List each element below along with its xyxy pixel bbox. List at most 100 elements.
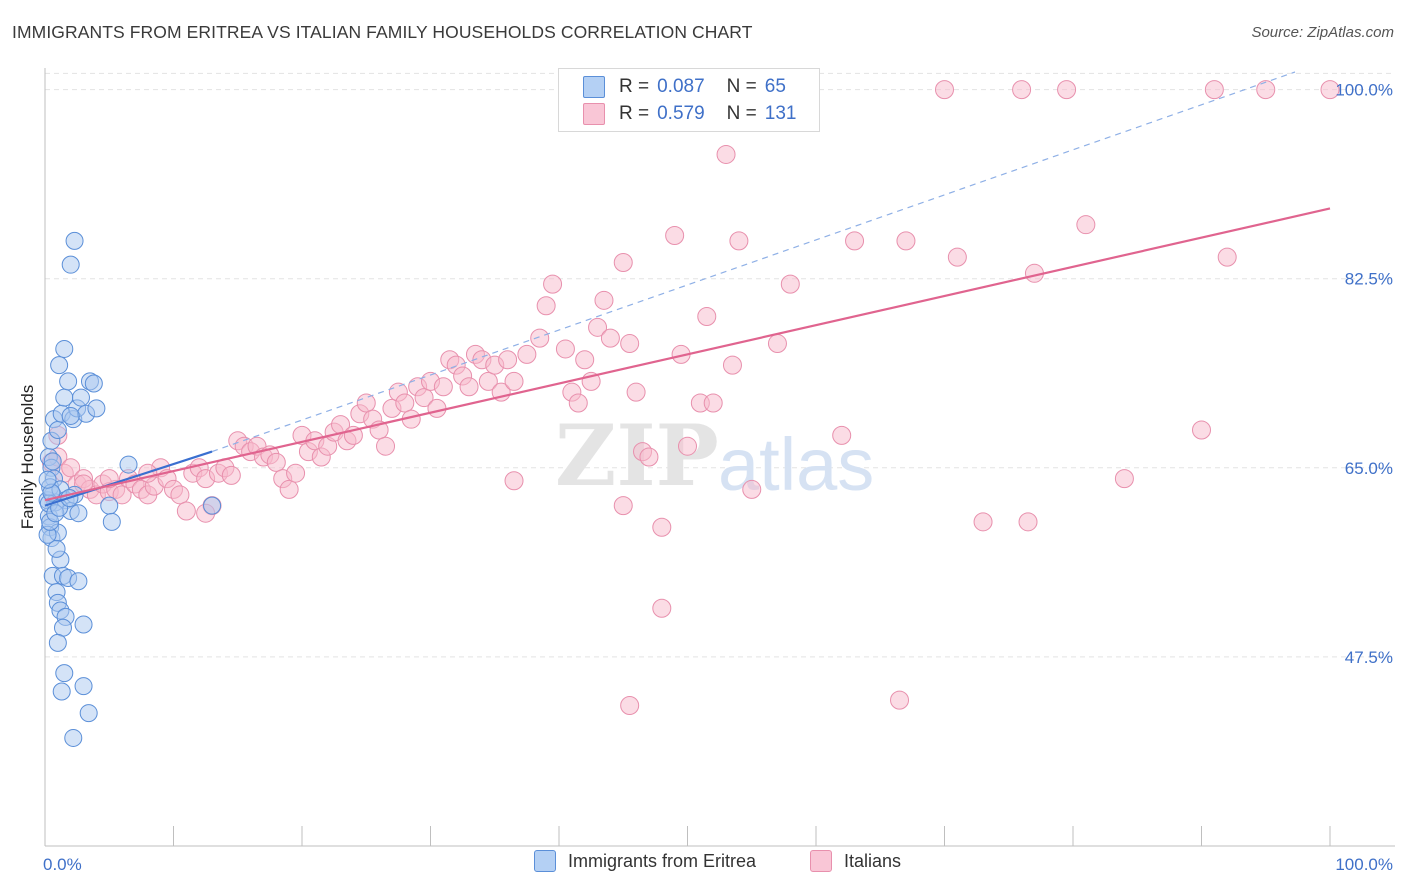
italians-point bbox=[266, 452, 286, 472]
italians-point bbox=[221, 465, 241, 485]
italians-point bbox=[170, 485, 190, 505]
italians-point bbox=[594, 290, 614, 310]
eritrea-point bbox=[55, 339, 74, 358]
y-tick-label: 100.0% bbox=[1335, 81, 1393, 100]
italians-point bbox=[703, 393, 723, 413]
italians-point bbox=[395, 393, 415, 413]
legend-n-value: 65 bbox=[764, 76, 786, 97]
italians-point bbox=[1012, 80, 1032, 100]
legend-row-eritrea: R = 0.087 N = 65 bbox=[583, 74, 786, 100]
italians-point bbox=[279, 479, 299, 499]
eritrea-point bbox=[38, 470, 57, 489]
legend-label-italians: Italians bbox=[844, 850, 902, 871]
italians-point bbox=[639, 447, 659, 467]
legend-r-value: 0.579 bbox=[657, 103, 705, 124]
italians-point bbox=[536, 296, 556, 316]
italians-point bbox=[504, 371, 524, 391]
eritrea-point bbox=[71, 388, 90, 407]
trend-lines bbox=[44, 71, 1331, 507]
italians-point bbox=[665, 225, 685, 245]
italians-point bbox=[678, 436, 697, 456]
eritrea-point bbox=[64, 728, 83, 747]
legend-r-label: R = bbox=[619, 76, 650, 97]
eritrea-point bbox=[87, 399, 106, 418]
italians-point bbox=[504, 471, 524, 491]
tick-labels: 47.5% 65.0% 82.5% 100.0% 0.0% 100.0% bbox=[43, 81, 1393, 874]
y-tick-label: 82.5% bbox=[1345, 270, 1393, 289]
legend-r-label: R = bbox=[619, 103, 650, 124]
italians-point bbox=[498, 350, 518, 370]
x-tick-label: 0.0% bbox=[43, 855, 82, 874]
eritrea-point bbox=[59, 372, 78, 391]
eritrea-point bbox=[119, 455, 138, 474]
legend-label-eritrea: Immigrants from Eritrea bbox=[568, 850, 757, 871]
eritrea-point bbox=[203, 496, 222, 515]
italians-point bbox=[716, 144, 736, 164]
italians-point bbox=[620, 696, 640, 716]
legend-item-eritrea[interactable]: Immigrants from Eritrea bbox=[534, 850, 756, 872]
italians-point bbox=[1076, 215, 1096, 235]
italians-point bbox=[1192, 420, 1211, 440]
italians-point bbox=[1256, 80, 1276, 100]
italians-point bbox=[1217, 247, 1237, 267]
eritrea-point bbox=[55, 664, 74, 683]
italians-point bbox=[742, 479, 762, 499]
italians-point bbox=[600, 328, 620, 348]
italians-point bbox=[767, 334, 787, 354]
italians-point bbox=[1114, 469, 1134, 489]
eritrea-point bbox=[74, 677, 93, 696]
italians-point bbox=[433, 377, 453, 397]
y-axis-label: Family Households bbox=[18, 384, 37, 530]
legend-swatch-blue bbox=[534, 850, 556, 872]
italians-point bbox=[780, 274, 800, 294]
italians-point bbox=[697, 307, 717, 327]
watermark: ZIP atlas bbox=[555, 406, 874, 506]
legend-swatch-pink bbox=[810, 850, 832, 872]
italians-point bbox=[845, 231, 865, 251]
italians-point bbox=[356, 393, 376, 413]
stats-legend: R = 0.087 N = 65 R = 0.579 N = 131 bbox=[558, 68, 820, 132]
italians-point bbox=[555, 339, 575, 359]
italians-point bbox=[530, 328, 550, 348]
italians-point bbox=[890, 690, 910, 710]
eritrea-point bbox=[84, 374, 103, 393]
eritrea-point bbox=[79, 704, 98, 723]
italians-point bbox=[376, 436, 396, 456]
italians-point bbox=[588, 317, 608, 337]
chart-source: Source: ZipAtlas.com bbox=[1251, 24, 1394, 41]
italians-point bbox=[729, 231, 749, 251]
italians-point bbox=[575, 350, 595, 370]
italians-point bbox=[626, 382, 646, 402]
eritrea-point bbox=[52, 682, 71, 701]
italians-point bbox=[947, 247, 967, 267]
legend-n-label: N = bbox=[726, 103, 757, 124]
eritrea-point bbox=[53, 618, 72, 637]
legend-swatch-pink bbox=[583, 103, 605, 125]
legend-n-label: N = bbox=[726, 76, 757, 97]
italians-point bbox=[896, 231, 916, 251]
italians-point bbox=[478, 371, 498, 391]
eritrea-point bbox=[65, 231, 84, 250]
italians-point bbox=[427, 398, 447, 418]
eritrea-point bbox=[47, 539, 66, 558]
italians-point bbox=[1018, 512, 1038, 532]
legend-item-italians[interactable]: Italians bbox=[810, 850, 901, 872]
italians-trend-line bbox=[44, 207, 1331, 502]
eritrea-point bbox=[43, 452, 62, 471]
eritrea-trend-line bbox=[44, 450, 213, 507]
series-legend: Immigrants from Eritrea Italians bbox=[0, 850, 1406, 878]
italians-point bbox=[543, 274, 563, 294]
italians-point bbox=[459, 377, 479, 397]
italians-point bbox=[1204, 80, 1224, 100]
italians-point bbox=[722, 355, 742, 375]
eritrea-point bbox=[74, 615, 93, 634]
italians-point bbox=[176, 501, 196, 521]
italians-point bbox=[652, 517, 672, 537]
eritrea-point bbox=[61, 255, 80, 274]
legend-r-value: 0.087 bbox=[657, 76, 705, 97]
italians-point bbox=[112, 485, 132, 505]
italians-point bbox=[1057, 80, 1077, 100]
x-tick-label: 100.0% bbox=[1335, 855, 1393, 874]
y-tick-label: 47.5% bbox=[1345, 648, 1393, 667]
